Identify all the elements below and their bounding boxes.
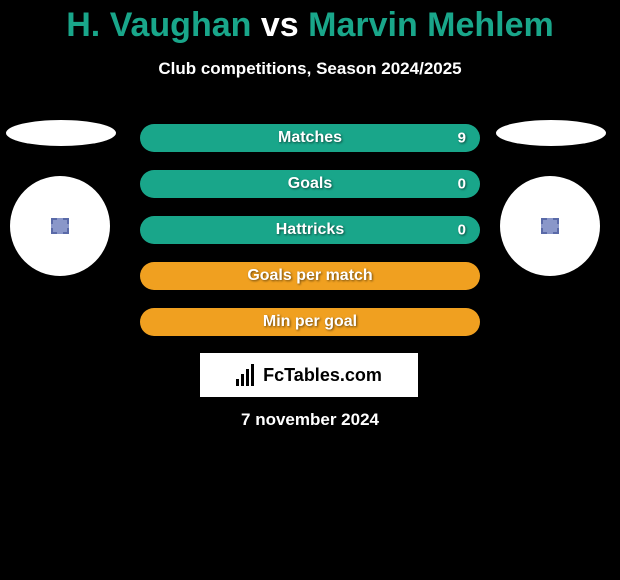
right-club-placeholder-icon [541,218,559,234]
stat-bar-right-value: 9 [458,130,466,147]
stat-bar-right-value: 0 [458,176,466,193]
left-player-column [0,120,120,276]
stat-bar-right-value: 0 [458,222,466,239]
stat-bar-label: Goals per match [247,267,372,285]
stat-bar-label: Min per goal [263,313,357,331]
title: H. Vaughan vs Marvin Mehlem [0,0,620,45]
left-club-placeholder-icon [51,218,69,234]
left-club-circle [10,176,110,276]
stat-bar: Min per goal [140,308,480,336]
stat-bar-label: Hattricks [276,221,344,239]
right-club-circle [500,176,600,276]
right-player-column [490,120,610,276]
date-text: 7 november 2024 [0,410,620,430]
stat-bar: Matches 9 [140,124,480,152]
subtitle: Club competitions, Season 2024/2025 [0,59,620,79]
stat-bar-label: Goals [288,175,332,193]
stat-bars: Matches 9 Goals 0 Hattricks 0 Goals per match M… [140,124,480,354]
branding-box: FcTables.com [200,353,418,397]
stat-bar: Hattricks 0 [140,216,480,244]
branding-logo-icon [236,364,258,386]
branding-text: FcTables.com [263,365,382,386]
stat-bar: Goals 0 [140,170,480,198]
stat-bar: Goals per match [140,262,480,290]
right-ellipse [496,120,606,146]
left-ellipse [6,120,116,146]
player2-name: Marvin Mehlem [308,6,554,44]
stat-bar-label: Matches [278,129,342,147]
vs-separator: vs [261,6,299,44]
player1-name: H. Vaughan [66,6,251,44]
stats-comparison-card: H. Vaughan vs Marvin Mehlem Club competi… [0,0,620,580]
